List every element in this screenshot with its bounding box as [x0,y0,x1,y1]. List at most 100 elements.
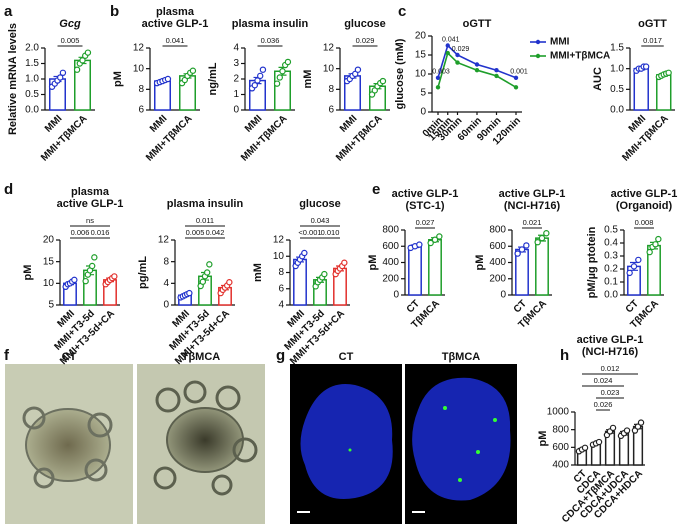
data-point [445,43,450,48]
data-point [494,73,499,79]
data-point [279,68,286,75]
data-point [652,241,659,248]
p-value: 0.041 [166,36,185,45]
data-point [284,58,292,66]
y-tick-label: 10 [133,63,145,74]
p-value: 0.012 [601,364,620,373]
x-tick-label: MMI [243,113,265,135]
data-point [623,427,631,434]
y-tick-label: 8 [278,267,284,278]
data-point [626,269,633,277]
series-line [437,51,517,88]
y-tick-label: 0.2 [604,264,618,275]
y-axis-label: mM [302,70,314,89]
p-value: 0.010 [321,228,340,237]
y-axis-label: pM [537,431,549,447]
x-tick-label: MMI+TβMCA [39,113,89,163]
y-tick-label: 800 [552,424,569,435]
p-value: 0.029 [356,36,375,45]
chart-title: active GLP-1 [142,18,209,30]
y-tick-label: 800 [382,225,399,236]
data-point [474,68,480,73]
bar [656,74,672,111]
y-tick-label: 10 [273,251,285,262]
y-tick-label: 10 [43,278,55,289]
y-tick-label: 0 [420,107,426,118]
data-point [513,85,519,90]
y-tick-label: 1000 [547,407,570,418]
data-point [206,261,213,268]
data-point [354,66,362,73]
image-label: CT [62,351,77,363]
data-point [251,81,258,89]
legend-marker [535,39,541,45]
chart-title: plasma insulin [232,18,309,30]
bar [633,67,649,111]
p-value: 0.017 [643,36,662,45]
data-point [259,66,267,73]
data-point [416,241,423,248]
y-tick-label: 5 [420,88,426,99]
chart-title: active GLP-1 [611,188,678,200]
y-tick-label: 600 [552,442,569,453]
y-tick-label: 10 [323,63,335,74]
series-line [437,44,517,79]
data-point [203,269,211,276]
chart-title: oGTT [638,18,667,30]
data-point [635,256,642,264]
panel-letter: e [372,181,380,198]
y-axis-label: mM [252,263,264,282]
y-axis-label: ng/mL [207,62,219,95]
image-label: TβMCA [442,351,481,363]
y-axis-label: pg/mL [137,256,149,289]
y-tick-label: 4 [163,278,169,289]
y-axis-label: glucose (mM) [394,38,406,109]
chart-title: plasma [71,186,110,198]
data-point [523,242,530,249]
image-label: CT [339,351,354,363]
p-value: 0.023 [601,388,620,397]
panel-letter: d [4,181,13,198]
y-tick-label: 8 [163,256,169,267]
chart-title: Gcg [59,18,81,30]
data-point [189,67,197,74]
legend-label: MMI+TβMCA [550,51,610,62]
photo-g [290,364,517,524]
data-point [71,276,78,284]
data-point [91,254,98,261]
p-value: 0.005 [61,36,80,45]
p-value: <0.001 [298,228,321,237]
data-point [84,49,92,56]
chart-title: (NCI-H716) [582,346,639,358]
data-point [534,238,541,246]
data-point [595,438,603,446]
chart-title: active GLP-1 [57,198,124,210]
y-tick-label: 6 [138,105,144,116]
chart-title: active GLP-1 [499,188,566,200]
y-tick-label: 0.3 [604,251,618,262]
legend-label: MMI [550,37,570,48]
data-point [431,236,439,243]
data-point [73,66,81,73]
p-value: 0.001 [510,69,528,76]
y-tick-label: 12 [158,235,170,246]
chart-title: active GLP-1 [392,188,459,200]
chart-title: active GLP-1 [577,334,644,346]
data-point [186,289,193,297]
data-point [435,75,441,81]
p-value: 0.029 [452,46,470,53]
data-point [455,60,460,65]
p-value: 0.024 [594,376,613,385]
data-point [379,77,387,85]
y-tick-label: 400 [382,257,399,268]
panel-letter: f [4,347,10,364]
y-tick-label: 2.0 [25,43,39,54]
data-point [474,62,480,67]
x-tick-label: MMI [43,113,65,135]
data-point [276,74,283,81]
data-point [301,249,308,257]
data-point [436,233,443,240]
panel-letter: b [110,3,119,20]
y-tick-label: 0.1 [604,277,618,288]
p-value: 0.011 [196,216,214,225]
